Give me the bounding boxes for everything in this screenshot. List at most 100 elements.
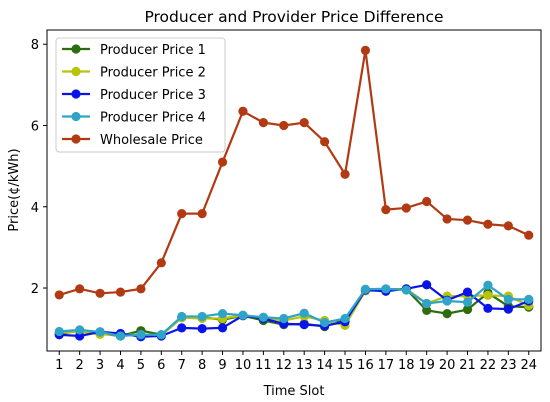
data-point <box>401 203 411 213</box>
y-tick-label: 2 <box>31 282 39 297</box>
data-point <box>75 325 85 335</box>
data-point <box>299 308 309 318</box>
x-tick-label: 24 <box>520 358 537 373</box>
x-tick-label: 7 <box>178 358 186 373</box>
legend-marker <box>71 111 81 122</box>
x-tick-label: 13 <box>296 358 313 373</box>
x-tick-label: 21 <box>459 358 476 373</box>
data-point <box>422 280 432 290</box>
x-tick-label: 10 <box>235 358 252 373</box>
data-point <box>524 230 534 240</box>
data-point <box>483 290 493 300</box>
legend-box <box>55 37 226 153</box>
data-point <box>381 204 391 215</box>
data-point <box>462 287 473 297</box>
data-point <box>340 169 350 179</box>
legend-marker <box>71 66 81 77</box>
x-tick-label: 9 <box>218 358 226 373</box>
data-point <box>279 313 289 324</box>
x-tick-label: 1 <box>55 358 63 373</box>
x-tick-label: 2 <box>76 358 84 373</box>
plot-frame <box>46 29 542 352</box>
data-point <box>381 284 391 294</box>
x-tick-label: 19 <box>418 358 435 373</box>
x-tick-label: 14 <box>316 358 333 373</box>
data-point <box>442 309 452 319</box>
x-tick-label: 12 <box>276 358 293 373</box>
data-point <box>401 285 411 295</box>
data-point <box>320 317 330 328</box>
data-point <box>483 303 493 313</box>
data-point <box>238 106 248 116</box>
data-point <box>197 311 207 322</box>
data-point <box>360 45 371 55</box>
x-tick-label: 8 <box>198 358 206 373</box>
x-tick-label: 22 <box>480 358 497 373</box>
legend-marker <box>71 44 81 54</box>
data-point <box>156 258 166 268</box>
legend-label: Producer Price 3 <box>100 88 206 103</box>
data-point <box>217 309 228 319</box>
x-tick-label: 11 <box>255 358 272 373</box>
data-point <box>177 209 187 219</box>
plot-area: 1 2 3 4 5 6 7 8 9 10 11 12 13 14 15 16 17 18 19 20 21 22 23 242… <box>31 29 542 373</box>
data-point <box>503 294 513 304</box>
x-tick-label: 17 <box>378 358 395 373</box>
data-point <box>422 305 432 315</box>
legend-label: Wholesale Price <box>100 133 203 148</box>
data-point <box>299 319 309 330</box>
data-point <box>95 327 105 337</box>
data-point <box>177 323 187 333</box>
legend-label: Producer Price 2 <box>100 66 206 81</box>
data-point <box>136 284 146 294</box>
x-tick-label: 18 <box>398 358 415 373</box>
data-point <box>54 326 64 337</box>
data-point <box>217 157 228 167</box>
data-point <box>422 298 432 309</box>
y-tick-label: 8 <box>31 38 39 53</box>
data-point <box>462 215 473 225</box>
data-point <box>75 284 85 294</box>
data-point <box>115 331 126 341</box>
x-tick-label: 4 <box>116 358 124 373</box>
y-axis-title: Price(¢/kWh) <box>7 148 22 231</box>
data-point <box>360 284 371 294</box>
x-tick-label: 3 <box>96 358 104 373</box>
data-point <box>156 330 166 340</box>
legend: Producer Price 1 Producer Price 2 Producer… <box>55 37 226 153</box>
data-point <box>340 313 350 324</box>
x-tick-label: 20 <box>439 358 456 373</box>
data-point <box>258 118 268 128</box>
y-tick-label: 4 <box>31 201 39 216</box>
legend-marker <box>71 89 81 99</box>
x-tick-label: 23 <box>500 358 517 373</box>
data-point <box>483 219 493 229</box>
data-point <box>299 118 309 128</box>
data-point <box>524 294 534 304</box>
data-point <box>197 324 207 334</box>
data-point <box>54 290 64 300</box>
x-tick-label: 6 <box>157 358 165 373</box>
data-point <box>503 304 513 314</box>
data-point <box>462 304 473 315</box>
series-5 <box>54 45 534 300</box>
x-axis-title: Time Slot <box>263 384 325 399</box>
legend-marker <box>71 134 81 144</box>
data-point <box>279 120 289 131</box>
data-point <box>177 311 187 322</box>
data-point <box>483 280 493 290</box>
x-tick-label: 5 <box>137 358 145 373</box>
data-point <box>136 330 146 340</box>
data-point <box>442 296 452 306</box>
series-4 <box>54 280 534 341</box>
data-point <box>442 214 452 224</box>
x-tick-label: 16 <box>357 358 374 373</box>
data-point <box>238 310 248 320</box>
data-point <box>95 288 105 298</box>
data-point <box>503 221 513 231</box>
data-point <box>320 137 330 147</box>
y-tick-label: 6 <box>31 119 39 134</box>
data-point <box>197 209 207 219</box>
data-point <box>115 287 126 297</box>
